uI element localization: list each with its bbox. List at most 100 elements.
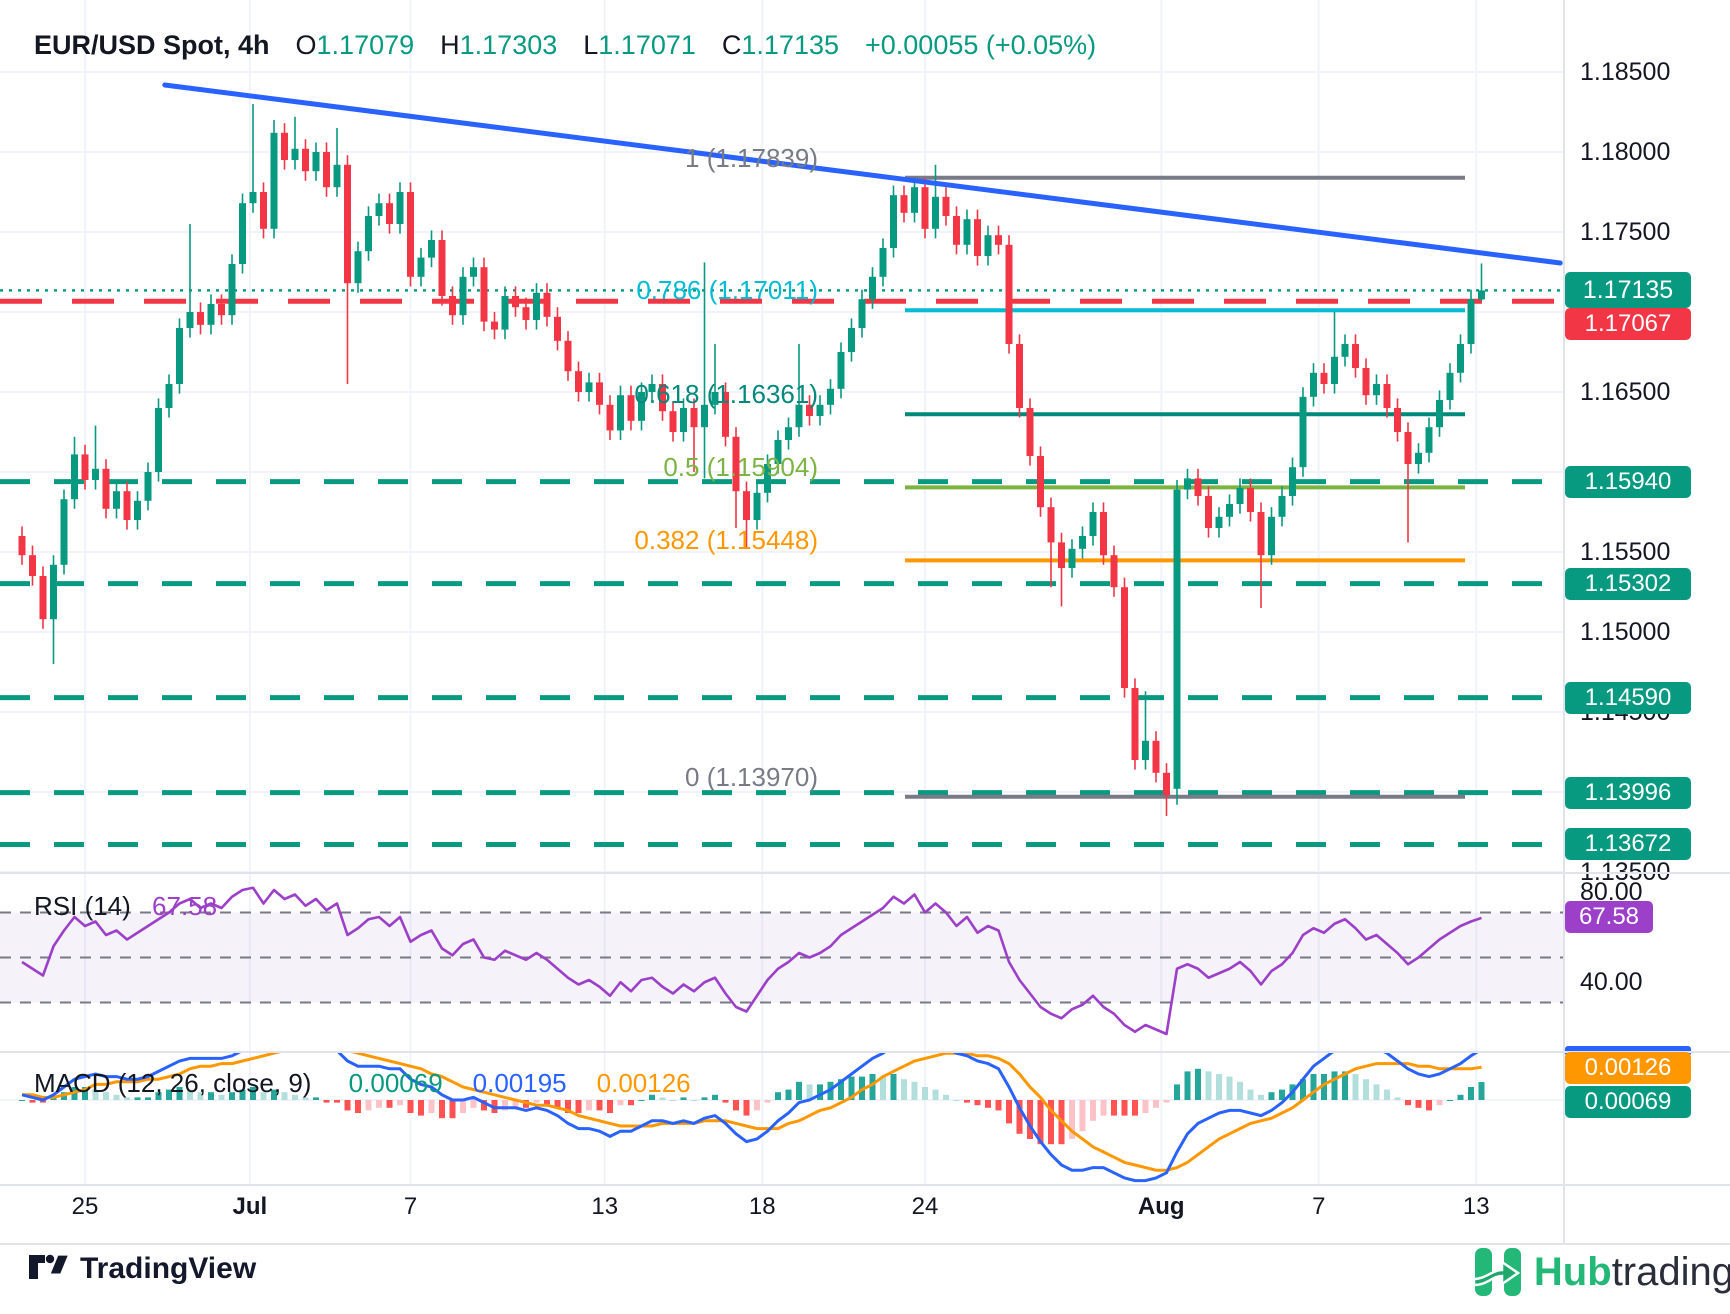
fib-retracement[interactable] (905, 175, 1465, 799)
candle-body (1446, 372, 1454, 400)
macd-histogram-bar (1006, 1100, 1012, 1124)
macd-histogram-bar (113, 1094, 120, 1100)
macd-histogram-bar (953, 1100, 960, 1101)
macd-histogram-bar (407, 1100, 414, 1113)
separator-rsi-macd[interactable] (0, 1051, 1730, 1053)
macd-histogram-bar (1405, 1100, 1411, 1106)
macd-histogram-bar (1342, 1071, 1348, 1100)
macd-histogram-bar (1153, 1100, 1159, 1108)
candle-body (1079, 536, 1086, 549)
candle-body (953, 216, 960, 245)
macd-histogram-bar (1279, 1089, 1285, 1100)
macd-histogram-bar (806, 1084, 813, 1100)
macd-histogram-bar (481, 1100, 487, 1111)
macd-histogram-bar (1205, 1071, 1212, 1100)
macd-histogram-bar (344, 1100, 351, 1111)
candle-body (281, 132, 288, 160)
macd-histogram-bar (1310, 1074, 1317, 1100)
tradingview-logo-text: TradingView (80, 1252, 257, 1285)
macd-histogram-bar (218, 1094, 225, 1100)
macd-histogram-bar (1195, 1068, 1201, 1100)
macd-histogram-bar (176, 1087, 183, 1100)
candle-body (39, 576, 47, 620)
candle-body (1268, 516, 1275, 556)
macd-legend-value: 0.00195 (472, 1068, 567, 1098)
macd-histogram-bar (932, 1089, 939, 1100)
macd-histogram-bar (1258, 1094, 1264, 1100)
time-tick-label: Jul (232, 1193, 268, 1220)
time-tick-label: 7 (1312, 1193, 1326, 1220)
candle-body (1005, 244, 1013, 344)
candle-body (1247, 488, 1254, 512)
candle-body (1226, 504, 1233, 517)
candle-body (984, 235, 992, 256)
macd-histogram-bar (911, 1081, 918, 1100)
macd-histogram-bar (1447, 1100, 1453, 1101)
macd-histogram-bar (712, 1094, 718, 1100)
macd-histogram-bar (1237, 1081, 1243, 1100)
macd-histogram-bar (943, 1094, 949, 1100)
price-tick-label: 1.18500 (1580, 58, 1671, 86)
candle-body (155, 408, 162, 472)
macd-badge: 0.00126 (1565, 1052, 1691, 1084)
candle-body (659, 384, 666, 412)
fib-level-label: 0.382 (1.15448) (634, 525, 818, 556)
fib-level-label: 0.618 (1.16361) (634, 379, 818, 410)
price-tick-label: 1.17500 (1580, 218, 1671, 246)
separator-main-rsi[interactable] (0, 872, 1730, 874)
macd-histogram-bar (565, 1100, 571, 1113)
descending-trendline[interactable] (162, 82, 1563, 266)
macd-label: MACD (12, 26, close, 9) (34, 1068, 312, 1098)
candle-body (1436, 400, 1443, 428)
macd-legend-value: 0.00126 (596, 1068, 691, 1098)
candle-body (186, 312, 194, 328)
macd-histogram-bar (29, 1100, 36, 1103)
macd-histogram-bar (134, 1097, 141, 1100)
candle-body (1299, 396, 1307, 468)
price-scale-area[interactable] (1564, 0, 1730, 1244)
macd-histogram-bar (197, 1092, 204, 1100)
candle-body (354, 251, 362, 284)
level-lines (0, 289, 1563, 847)
macd-histogram-bar (334, 1100, 340, 1103)
candles (18, 104, 1485, 816)
macd-histogram-bar (439, 1100, 445, 1119)
macd-histogram-bar (964, 1100, 970, 1103)
macd-legend-value: 0.00069 (348, 1068, 443, 1098)
macd-histogram-bar (586, 1100, 592, 1111)
candle-body (554, 316, 561, 341)
candle-body (197, 312, 204, 325)
candle-body (1236, 488, 1244, 504)
candle-body (1383, 384, 1391, 408)
candle-body (501, 296, 509, 330)
current-price-badge: 1.17135 (1565, 272, 1691, 309)
price-tick-label: 1.18000 (1580, 138, 1671, 166)
macd-histogram-bar (1468, 1087, 1474, 1100)
candle-body (974, 219, 981, 256)
macd-histogram-bar (670, 1100, 676, 1101)
tradingview-branding[interactable]: TradingView (28, 1252, 256, 1286)
candle-body (1457, 344, 1464, 373)
candle-body (785, 427, 792, 440)
hubtrading-branding: Hubtrading (1472, 1246, 1730, 1298)
macd-histogram-bar (1478, 1082, 1485, 1100)
candle-body (428, 240, 435, 258)
macd-histogram-bar (869, 1074, 876, 1100)
macd-histogram-bar (617, 1100, 624, 1106)
macd-histogram-bar (281, 1092, 288, 1100)
change-value: +0.00055 (+0.05%) (865, 30, 1097, 60)
candle-body (323, 152, 330, 188)
candle-body (417, 257, 425, 277)
candle-body (1142, 740, 1149, 760)
candle-body (480, 267, 488, 322)
rsi-badge: 67.58 (1565, 901, 1653, 933)
macd-histogram-bar (754, 1100, 760, 1111)
candle-body (1163, 772, 1170, 796)
candle-body (407, 192, 414, 277)
macd-histogram-bar (355, 1100, 361, 1113)
macd-histogram-bar (397, 1100, 403, 1106)
macd-histogram-bar (470, 1100, 477, 1108)
candle-body (1404, 432, 1412, 464)
macd-histogram-bar (638, 1100, 645, 1101)
